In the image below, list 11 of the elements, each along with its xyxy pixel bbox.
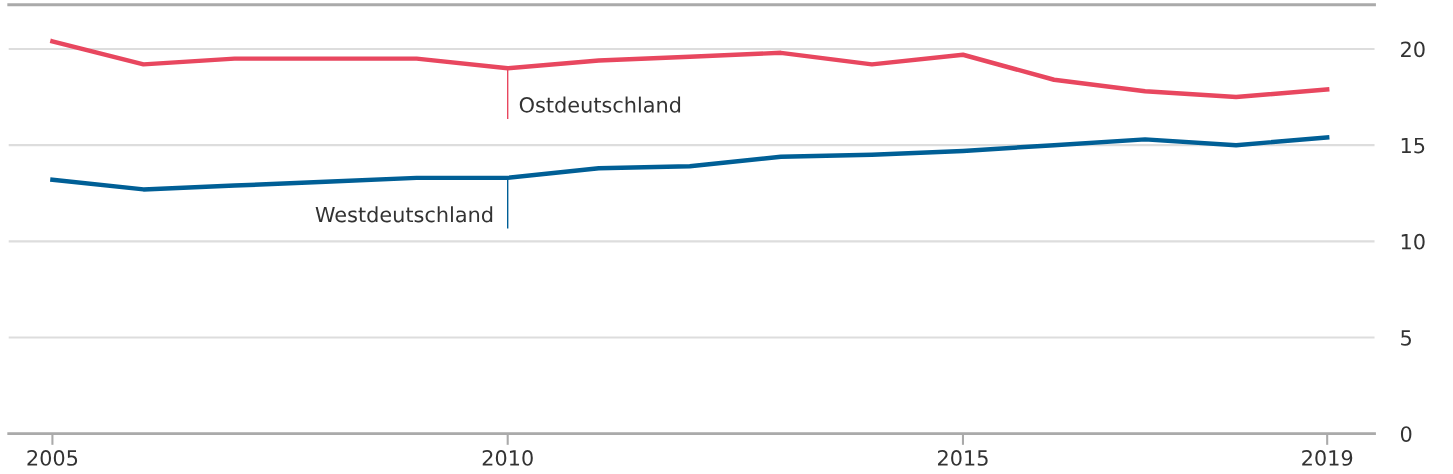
y-tick-label: 0 [1400,426,1412,442]
y-tick-label: 10 [1401,233,1425,250]
x-tick-label: 2010 [482,450,533,466]
y-tick-label: 5 [1401,330,1411,346]
y-tick-label: 20 [1401,41,1425,58]
x-tick-label: 2005 [27,450,78,466]
annotation: Ostdeutschland [519,96,681,113]
y-tick-label: 15 [1401,137,1425,154]
x-tick-label: 2015 [937,450,988,466]
annotation: Westdeutschland [315,206,493,223]
x-tick-label: 2019 [1302,450,1353,466]
